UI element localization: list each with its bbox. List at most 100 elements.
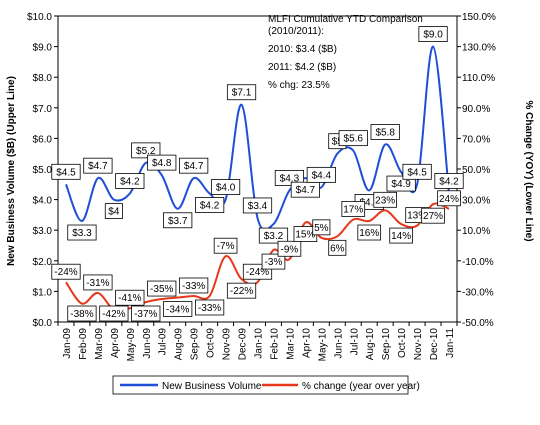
data-label-text: 24% [439,194,459,205]
volume-data-label: $3.4 [242,197,273,214]
data-label-box [373,191,397,208]
legend-label-volume: New Business Volume [162,381,262,392]
data-label-box [290,181,320,198]
change-data-label: -9% [277,240,302,257]
data-label-text: 17% [343,204,363,215]
data-label-box [51,163,81,180]
left-tick-label: $9.0 [33,43,53,54]
x-tick-label: Feb-09 [78,328,89,360]
data-label-text: $4.0 [216,183,236,194]
x-tick-label: Jan-11 [445,328,456,358]
x-tick-label: Aug-09 [174,328,185,361]
volume-data-label: $4.2 [195,197,225,213]
annotation-line: MLFI Cumulative YTD Comparison [268,14,423,25]
right-tick-label: 150.0% [462,12,496,23]
data-label-box [213,237,238,254]
change-series-line [65,202,450,312]
right-axis-ticks: -50.0% -30.0% -10.0% 10.0% 30.0% 50.0% 70.0% 90… [457,12,496,329]
data-label-text: -3% [265,257,283,268]
data-label-text: -24% [54,267,77,278]
data-label-box [341,201,366,217]
right-tick-label: 90.0% [462,104,490,115]
data-label-box [115,173,145,189]
data-label-text: -9% [281,244,299,255]
data-label-text: -24% [246,267,269,278]
volume-data-label: $4.3 [274,170,305,186]
change-data-label: -41% [115,289,145,306]
data-label-box [437,190,461,207]
data-label-text: $4.9 [391,179,411,190]
data-label-text: $4.8 [152,158,172,169]
data-label-box [357,224,382,241]
data-label-text: $4 [108,207,120,218]
data-label-text: $4.3 [280,173,300,184]
data-label-box [386,175,416,192]
series-data-labels: $4.5 $3.3 $4.7 $4 $4.2 $5.2$4.8 $3.7 $4.7 $4.2 $4… [51,26,464,322]
volume-data-label: $4.5 [51,163,81,180]
x-tick-label: Jun-10 [333,328,344,359]
data-label-box [226,282,257,299]
change-data-label: 23% [373,191,397,208]
left-tick-label: $2.0 [33,257,53,268]
data-label-box [261,253,286,270]
data-label-box [277,240,302,257]
data-label-text: -33% [198,303,221,314]
data-label-box [131,305,161,322]
data-label-box [195,299,225,316]
data-label-text: 23% [375,195,395,206]
x-tick-label: Apr-09 [110,328,121,358]
data-label-box [338,130,368,147]
data-label-box [226,84,257,101]
data-label-text: 15% [295,230,315,241]
right-tick-label: 50.0% [462,165,490,176]
data-label-box [163,301,193,317]
change-data-label: 14% [389,227,413,244]
data-label-text: -37% [134,309,157,320]
data-label-text: $3.7 [168,216,188,227]
x-tick-label: Jan-10 [254,328,265,359]
right-tick-label: -30.0% [462,287,494,298]
right-tick-label: 130.0% [462,43,496,54]
change-data-label: -42% [99,305,129,322]
volume-data-label: $3.2 [258,227,289,244]
volume-data-label: $3.3 [67,224,97,241]
change-data-label: -3% [261,253,286,270]
data-label-box [421,207,445,224]
data-label-text: $9.0 [423,30,443,41]
volume-data-label: $4.7 [290,181,320,198]
x-tick-label: Dec-09 [238,328,249,361]
data-label-box [147,280,177,297]
data-label-box [370,124,400,140]
data-label-box [195,197,225,213]
annotation-line: 2011: $4.2 ($B) [268,62,336,73]
data-label-text: $5.2 [136,146,156,157]
data-label-text: $5.6 [344,134,364,145]
legend-label-change: % change (year over year) [302,381,420,392]
data-label-box [51,263,81,280]
change-data-label: -33% [195,299,225,316]
data-label-text: 6% [330,243,345,254]
data-label-box [131,142,161,159]
change-data-label: -35% [147,280,177,297]
data-label-text: -38% [70,309,93,320]
legend-frame [112,375,409,395]
volume-data-label: $7.1 [226,84,257,101]
x-tick-label: Dec-10 [429,328,440,361]
volume-data-label: $9.0 [418,26,448,43]
data-label-text: $4.2 [120,176,140,187]
volume-data-label: $4.8 [147,154,177,171]
data-label-box [402,163,432,180]
data-label-box [242,197,273,214]
data-label-box [67,224,97,241]
data-label-text: -35% [150,284,173,295]
left-tick-label: $10.0 [27,12,52,23]
change-data-label: -22% [226,282,257,299]
x-tick-label: Jul-10 [349,328,360,356]
change-data-label: -37% [131,305,161,322]
x-tick-label: Jun-09 [142,328,153,359]
data-label-box [434,173,464,189]
right-tick-label: -50.0% [462,318,494,329]
change-data-label: 24% [437,190,461,207]
volume-data-label: $4.5 [402,163,432,180]
